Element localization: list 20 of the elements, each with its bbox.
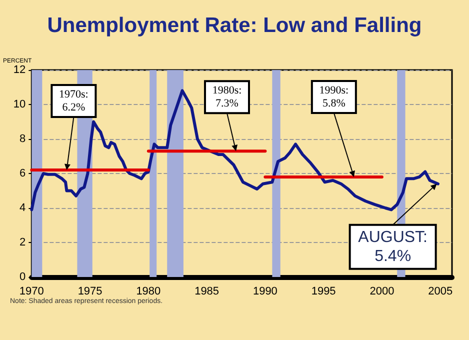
chart-title: Unemployment Rate: Low and Falling xyxy=(47,14,422,37)
x-tick-label: 1995 xyxy=(311,286,336,298)
x-tick-label: 1970 xyxy=(19,286,44,298)
x-tick-label: 1990 xyxy=(252,286,278,298)
y-tick-label: 6 xyxy=(20,168,26,180)
annotation: 1980s: 7.3% xyxy=(212,84,242,110)
annotation: 1990s: 5.8% xyxy=(319,84,349,110)
y-tick-label: 8 xyxy=(20,133,26,145)
y-tick-label: 4 xyxy=(20,202,26,214)
x-tick-label: 1975 xyxy=(78,286,102,298)
y-tick-label: 10 xyxy=(13,98,26,110)
annotation: 1970s: 6.2% xyxy=(59,88,88,114)
y-tick-label: 2 xyxy=(20,236,26,248)
annotation: AUGUST: 5.4% xyxy=(358,228,428,265)
x-tick-label: 1980 xyxy=(136,286,161,298)
y-tick-label: 12 xyxy=(13,64,26,76)
x-tick-label: 2005 xyxy=(428,286,453,298)
x-tick-label: 2000 xyxy=(370,286,394,298)
y-tick-label: 0 xyxy=(20,271,26,283)
x-tick-label: 1985 xyxy=(194,286,220,298)
